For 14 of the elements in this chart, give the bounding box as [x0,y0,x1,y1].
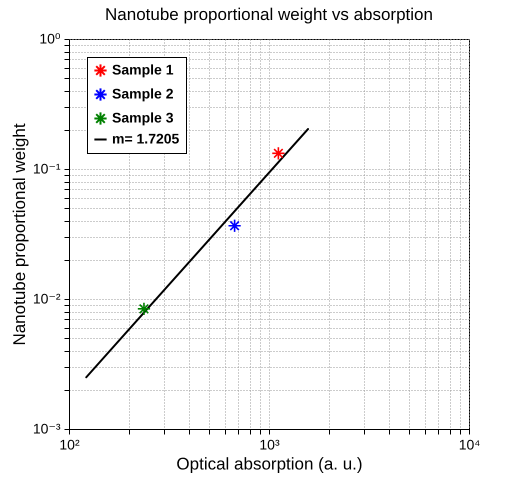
legend-label: m= 1.7205 [112,130,180,146]
chart-title: Nanotube proportional weight vs absorption [105,5,433,24]
y-axis-title: Nanotube proportional weight [10,123,29,346]
legend-label: Sample 1 [112,62,174,78]
x-tick-label: 10² [59,436,80,452]
y-tick-label: 10⁻² [32,290,61,306]
x-tick-label: 10³ [259,436,280,452]
x-tick-label: 10⁴ [458,436,480,452]
x-axis-title: Optical absorption (a. u.) [176,454,363,474]
y-tick-label: 10⁰ [39,30,61,46]
legend-label: Sample 3 [112,110,174,126]
y-tick-label: 10⁻¹ [32,160,61,176]
legend-label: Sample 2 [112,86,174,102]
y-tick-label: 10⁻³ [32,420,61,436]
